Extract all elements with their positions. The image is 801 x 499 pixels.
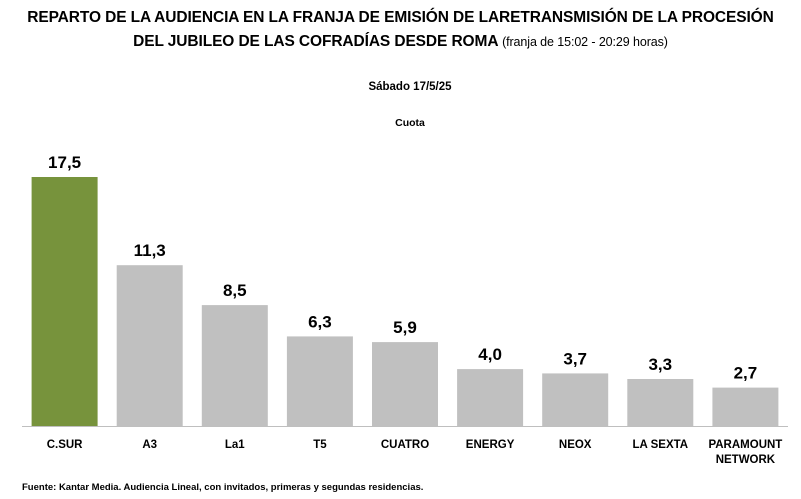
category-label-6: NEOX [559,439,592,451]
bar-3 [286,336,353,426]
source-footnote: Fuente: Kantar Media. Audiencia Lineal, … [22,482,424,493]
chart-title-line-2: DEL JUBILEO DE LAS COFRADÍAS DESDE ROMA … [0,30,801,54]
category-label-5-line-0: ENERGY [466,439,515,451]
bar-0 [31,177,98,426]
chart-title-line-2-text: DEL JUBILEO DE LAS COFRADÍAS DESDE ROMA [133,33,498,50]
bar-6 [542,373,609,426]
bar-1 [116,265,183,426]
bar-value-label-3: 6,3 [308,312,332,331]
category-label-3: T5 [313,439,327,451]
category-label-4-line-0: CUATRO [381,439,429,451]
bar-value-label-2: 8,5 [223,281,247,300]
category-label-8-line-1: NETWORK [716,454,776,466]
category-label-2: La1 [225,439,245,451]
category-label-7-line-0: LA SEXTA [633,439,689,451]
category-label-7: LA SEXTA [633,439,689,451]
chart-time-range-note: (franja de 15:02 - 20:29 horas) [502,35,668,49]
category-label-0: C.SUR [47,439,83,451]
bar-8 [712,387,779,426]
bar-value-label-4: 5,9 [393,318,417,337]
category-label-8-line-0: PARAMOUNT [708,439,782,451]
chart-title: REPARTO DE LA AUDIENCIA EN LA FRANJA DE … [0,6,801,54]
bar-value-label-5: 4,0 [478,345,502,364]
bar-value-label-7: 3,3 [648,355,672,374]
category-label-4: CUATRO [381,439,429,451]
chart-metric-label: Cuota [395,117,425,129]
category-label-3-line-0: T5 [313,439,327,451]
category-label-8: PARAMOUNT NETWORK [708,439,782,466]
category-label-2-line-0: La1 [225,439,245,451]
category-label-5: ENERGY [466,439,515,451]
bar-value-label-1: 11,3 [134,241,166,260]
bar-7 [627,379,694,426]
category-label-1-line-0: A3 [142,439,157,451]
bar-4 [372,342,438,426]
bar-5 [457,369,524,426]
category-label-0-line-0: C.SUR [47,439,83,451]
category-label-6-line-0: NEOX [559,439,592,451]
bar-value-label-0: 17,5 [48,153,81,172]
chart-date-subtitle: Sábado 17/5/25 [368,81,452,93]
bar-value-label-8: 2,7 [734,364,758,383]
chart-title-line-1: REPARTO DE LA AUDIENCIA EN LA FRANJA DE … [27,9,774,26]
bar-value-label-6: 3,7 [563,349,587,368]
bar-2 [201,305,268,426]
category-label-1: A3 [142,439,157,451]
